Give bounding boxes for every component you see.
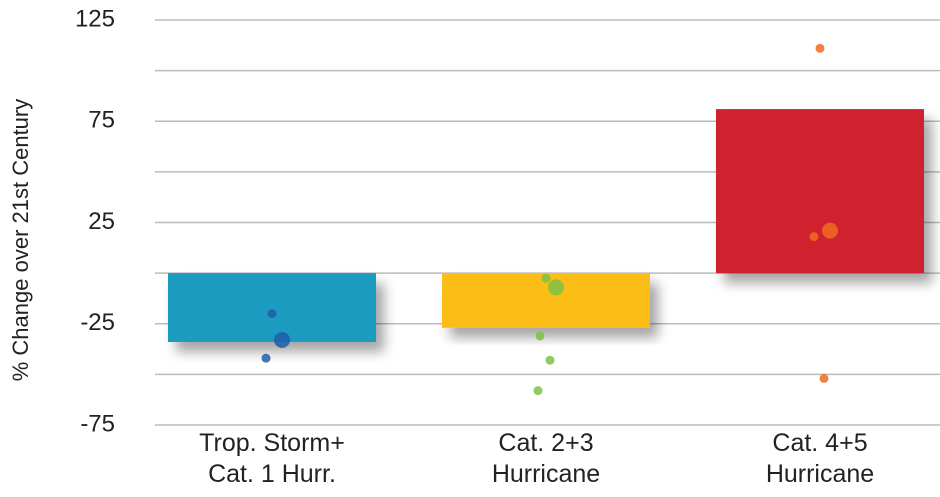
point	[815, 43, 825, 53]
point	[809, 232, 819, 242]
point	[535, 331, 545, 341]
x-tick-label: Cat. 2+3 Hurricane	[491, 429, 601, 488]
point	[548, 279, 564, 296]
x-tick-label: Trop. Storm+ Cat. 1 Hurr.	[199, 429, 345, 488]
bar	[716, 109, 924, 274]
point	[545, 355, 555, 365]
bar	[168, 273, 376, 342]
y-tick-label: -25	[80, 309, 115, 336]
point	[267, 309, 277, 319]
y-tick-label: -75	[80, 410, 115, 437]
point	[261, 353, 271, 363]
y-tick-label: 75	[88, 107, 115, 134]
point	[274, 331, 290, 348]
point	[819, 373, 829, 383]
point	[822, 222, 838, 239]
point	[541, 273, 551, 283]
y-tick-label: 25	[88, 208, 115, 235]
y-tick-label: 125	[75, 5, 115, 32]
x-tick-label: Cat. 4+5 Hurricane	[765, 429, 875, 488]
point	[533, 386, 543, 396]
y-axis-label: % Change over 21st Century	[8, 99, 33, 382]
